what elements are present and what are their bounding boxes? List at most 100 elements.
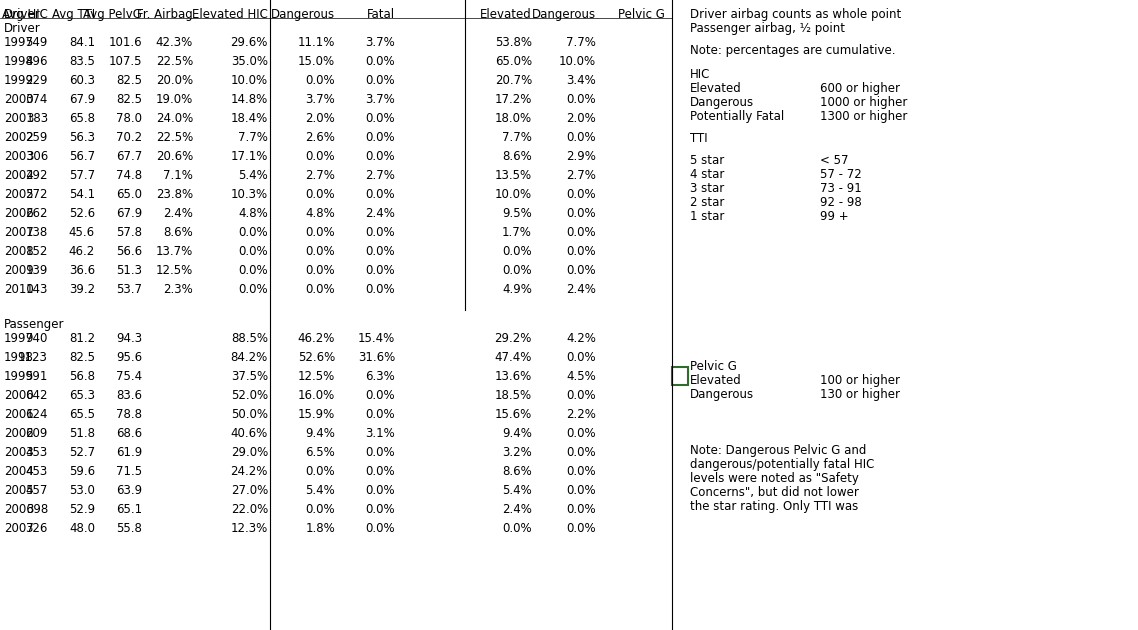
Text: 0.0%: 0.0% (567, 446, 596, 459)
Text: 12.5%: 12.5% (156, 264, 193, 277)
Text: TTI: TTI (690, 132, 708, 145)
Text: 292: 292 (25, 169, 48, 182)
Text: 0.0%: 0.0% (365, 446, 395, 459)
Text: 4.5%: 4.5% (567, 370, 596, 383)
Text: 0.0%: 0.0% (365, 484, 395, 497)
Text: 10.3%: 10.3% (231, 188, 269, 201)
Text: Driver: Driver (5, 8, 41, 21)
Text: 48.0: 48.0 (69, 522, 94, 535)
Text: 3 star: 3 star (690, 182, 724, 195)
Text: 2004: 2004 (5, 465, 34, 478)
Text: 88.5%: 88.5% (231, 332, 269, 345)
Text: 2.4%: 2.4% (502, 503, 531, 516)
Text: 10.0%: 10.0% (231, 74, 269, 87)
Text: Passenger airbag, ½ point: Passenger airbag, ½ point (690, 22, 846, 35)
Text: 0.0%: 0.0% (567, 522, 596, 535)
Text: < 57: < 57 (820, 154, 849, 167)
Text: 1.8%: 1.8% (305, 522, 335, 535)
Text: 0.0%: 0.0% (305, 150, 335, 163)
Text: 4.8%: 4.8% (305, 207, 335, 220)
Text: 0.0%: 0.0% (567, 264, 596, 277)
Text: 55.8: 55.8 (116, 522, 142, 535)
Text: 50.0%: 50.0% (231, 408, 269, 421)
Text: 2003: 2003 (5, 150, 34, 163)
Text: 0.0%: 0.0% (365, 503, 395, 516)
Text: 15.4%: 15.4% (357, 332, 395, 345)
Text: 6.3%: 6.3% (365, 370, 395, 383)
Text: 4 star: 4 star (690, 168, 725, 181)
Text: 71.5: 71.5 (116, 465, 142, 478)
Text: 70.2: 70.2 (116, 131, 142, 144)
Text: 453: 453 (26, 446, 48, 459)
Text: 262: 262 (25, 207, 48, 220)
Text: 152: 152 (26, 245, 48, 258)
Text: Driver: Driver (5, 22, 41, 35)
Text: 1123: 1123 (18, 351, 48, 364)
Text: dangerous/potentially fatal HIC: dangerous/potentially fatal HIC (690, 458, 874, 471)
Text: 61.9: 61.9 (116, 446, 142, 459)
Text: 12.3%: 12.3% (231, 522, 269, 535)
Text: 18.5%: 18.5% (495, 389, 531, 402)
Text: Fatal: Fatal (366, 8, 395, 21)
Text: 0.0%: 0.0% (305, 245, 335, 258)
Text: 383: 383 (26, 112, 48, 125)
Text: 3.4%: 3.4% (567, 74, 596, 87)
Text: 17.1%: 17.1% (231, 150, 269, 163)
Text: 1998: 1998 (5, 351, 34, 364)
Text: Note: percentages are cumulative.: Note: percentages are cumulative. (690, 44, 896, 57)
Text: 39.2: 39.2 (69, 283, 94, 296)
Text: 2002: 2002 (5, 131, 34, 144)
Text: HIC: HIC (690, 68, 710, 81)
Text: 52.0%: 52.0% (231, 389, 269, 402)
Text: 83.6: 83.6 (116, 389, 142, 402)
Text: Dangerous: Dangerous (271, 8, 335, 21)
Text: 229: 229 (25, 74, 48, 87)
Text: 3.7%: 3.7% (365, 93, 395, 106)
Text: 2.6%: 2.6% (305, 131, 335, 144)
Text: 0.0%: 0.0% (238, 264, 269, 277)
Text: Potentially Fatal: Potentially Fatal (690, 110, 784, 123)
Text: 3.1%: 3.1% (365, 427, 395, 440)
Text: 0.0%: 0.0% (238, 245, 269, 258)
Text: 81.2: 81.2 (69, 332, 94, 345)
Text: 0.0%: 0.0% (305, 503, 335, 516)
Text: 326: 326 (26, 522, 48, 535)
Text: 24.2%: 24.2% (231, 465, 269, 478)
Text: 10.0%: 10.0% (495, 188, 531, 201)
Text: 9.4%: 9.4% (502, 427, 531, 440)
Text: 0.0%: 0.0% (567, 484, 596, 497)
Text: Note: Dangerous Pelvic G and: Note: Dangerous Pelvic G and (690, 444, 866, 457)
Text: 4.9%: 4.9% (502, 283, 531, 296)
Text: 0.0%: 0.0% (238, 283, 269, 296)
Text: 56.7: 56.7 (69, 150, 94, 163)
Text: 27.0%: 27.0% (231, 484, 269, 497)
Text: 9.4%: 9.4% (305, 427, 335, 440)
Text: 52.6%: 52.6% (298, 351, 335, 364)
Text: 94.3: 94.3 (116, 332, 142, 345)
Text: Pelvic G: Pelvic G (690, 360, 737, 373)
Text: 0.0%: 0.0% (365, 283, 395, 296)
Text: 0.0%: 0.0% (365, 188, 395, 201)
Text: Avg PelvG: Avg PelvG (83, 8, 142, 21)
Text: 457: 457 (26, 484, 48, 497)
Text: 549: 549 (26, 36, 48, 49)
Text: 95.6: 95.6 (116, 351, 142, 364)
Text: 15.6%: 15.6% (495, 408, 531, 421)
Text: 1 star: 1 star (690, 210, 725, 223)
Text: 8.6%: 8.6% (163, 226, 193, 239)
Text: 14.8%: 14.8% (231, 93, 269, 106)
Text: 82.5: 82.5 (69, 351, 94, 364)
Text: 306: 306 (26, 150, 48, 163)
Text: 138: 138 (26, 226, 48, 239)
Text: 2005: 2005 (5, 188, 34, 201)
Text: 609: 609 (26, 427, 48, 440)
Text: 1000 or higher: 1000 or higher (820, 96, 907, 109)
Text: 2000: 2000 (5, 93, 34, 106)
Text: 624: 624 (25, 408, 48, 421)
Text: 1999: 1999 (5, 370, 34, 383)
Text: the star rating. Only TTI was: the star rating. Only TTI was (690, 500, 858, 513)
Text: 4.8%: 4.8% (238, 207, 269, 220)
Text: 0.0%: 0.0% (567, 93, 596, 106)
Text: 272: 272 (25, 188, 48, 201)
Text: 5.4%: 5.4% (238, 169, 269, 182)
